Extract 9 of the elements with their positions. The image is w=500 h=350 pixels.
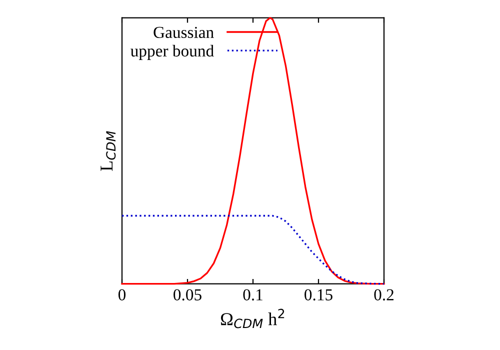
- x-tick-label: 0.1: [243, 289, 262, 301]
- x-tick-label: 0: [118, 289, 126, 300]
- x-axis-title: Ω$_{CDM}$ h$^{2}$: [220, 308, 284, 328]
- legend-label: Gaussian: [154, 26, 214, 38]
- x-tick-label: 0.2: [374, 289, 394, 301]
- y-axis-title: L$_{CDM}$: [100, 131, 116, 171]
- x-tick-label: 0.15: [304, 289, 332, 301]
- x-tick-label: 0.05: [174, 289, 202, 301]
- legend-label: upper bound: [130, 44, 214, 60]
